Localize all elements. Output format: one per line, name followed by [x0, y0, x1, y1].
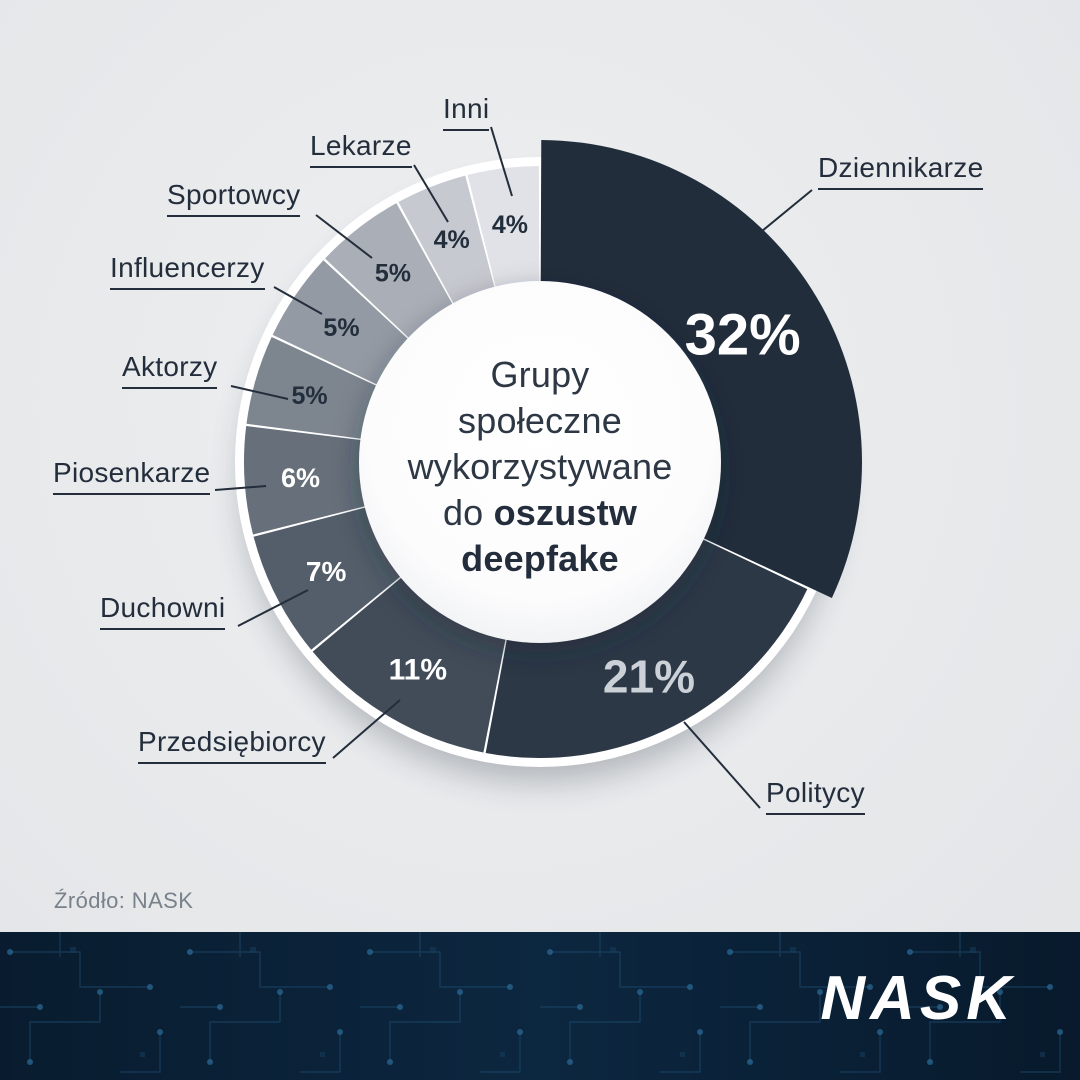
- category-label-duchowni: Duchowni: [100, 592, 226, 630]
- category-label-sportowcy: Sportowcy: [167, 179, 301, 217]
- pie-slice-influencerzy: [272, 260, 425, 395]
- leader-line-piosenkarze: [214, 485, 267, 491]
- leader-line-sportowcy: [315, 214, 373, 259]
- circuit-pattern: [0, 932, 1080, 1080]
- category-label-piosenkarze: Piosenkarze: [53, 457, 211, 495]
- center-title-line: Grupy: [490, 354, 590, 395]
- center-title-line: do oszustw: [442, 492, 638, 534]
- value-label-lekarze: 4%: [434, 226, 470, 254]
- leader-line-przedsiebiorcy: [332, 699, 401, 759]
- donut-chart: 32% 21% 11% 7% 6% 5% 5% 5% 4% 4%: [214, 126, 863, 809]
- chart-center-title: Grupy społeczne wykorzystywane do oszust…: [360, 352, 720, 582]
- category-label-influencerzy: Influencerzy: [110, 252, 265, 290]
- value-label-politycy: 21%: [603, 650, 695, 702]
- category-label-inni: Inni: [443, 93, 490, 131]
- category-label-przedsiebiorcy: Przedsiębiorcy: [138, 726, 326, 764]
- value-label-sportowcy: 5%: [375, 259, 411, 287]
- value-label-aktorzy: 5%: [291, 382, 327, 410]
- value-label-influencerzy: 5%: [323, 314, 359, 342]
- center-circle: [359, 281, 721, 643]
- center-title-line: społeczne: [458, 400, 622, 442]
- nask-logo: NASK: [820, 964, 1016, 1033]
- leader-line-aktorzy: [230, 385, 289, 400]
- category-label-lekarze: Lekarze: [310, 130, 412, 168]
- center-title-line: deepfake: [461, 538, 619, 580]
- pie-slice-piosenkarze: [244, 426, 387, 535]
- category-label-dziennikarze: Dziennikarze: [818, 152, 984, 190]
- value-labels: 32% 21% 11% 7% 6% 5% 5% 5% 4% 4%: [281, 211, 801, 703]
- leader-lines: [214, 126, 813, 809]
- leader-line-inni: [490, 126, 513, 197]
- leader-line-lekarze: [413, 164, 449, 223]
- value-label-dziennikarze: 32%: [685, 302, 801, 367]
- category-label-aktorzy: Aktorzy: [122, 351, 218, 389]
- pie-slice-politycy: [485, 529, 808, 758]
- footer-bar: NASK: [0, 932, 1080, 1080]
- leader-line-politycy: [683, 721, 761, 809]
- source-note: Źródło: NASK: [54, 888, 194, 913]
- leader-line-influencerzy: [273, 286, 323, 315]
- pie-slice-aktorzy: [246, 337, 397, 442]
- pie-slice-lekarze: [398, 175, 501, 324]
- value-label-inni: 4%: [492, 211, 528, 239]
- category-label-politycy: Politycy: [766, 777, 865, 815]
- value-label-piosenkarze: 6%: [281, 463, 320, 493]
- pie-slice-inni: [467, 166, 540, 309]
- value-label-przedsiebiorcy: 11%: [389, 653, 447, 686]
- leader-line-dziennikarze: [755, 189, 813, 237]
- slices-group: [244, 140, 863, 758]
- center-title-line: wykorzystywane: [407, 446, 673, 488]
- value-label-duchowni: 7%: [306, 556, 347, 587]
- pie-slice-dziennikarze: [540, 140, 863, 598]
- leader-line-duchowni: [237, 589, 309, 627]
- pie-slice-sportowcy: [325, 203, 464, 354]
